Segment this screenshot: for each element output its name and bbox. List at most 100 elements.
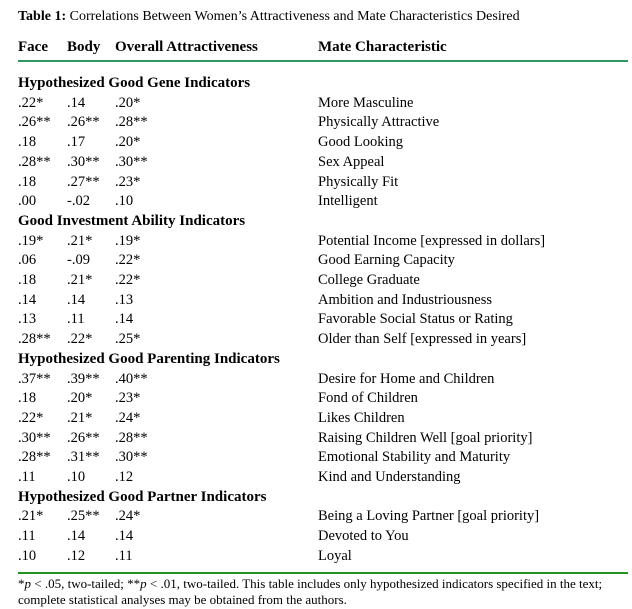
- mate-characteristic-value: Intelligent: [318, 193, 378, 210]
- body-value: -.02: [67, 193, 90, 210]
- mate-characteristic-value: More Masculine: [318, 94, 414, 111]
- overall-value: .19*: [115, 232, 141, 249]
- mate-characteristic-value: Devoted to You: [318, 528, 409, 545]
- table-caption: Correlations Between Women’s Attractiven…: [69, 9, 520, 24]
- face-value: .14: [18, 291, 37, 308]
- mate-characteristic-value: Desire for Home and Children: [318, 370, 495, 387]
- body-value: .21*: [67, 272, 93, 289]
- table-row: .13 .11 .14 Favorable Social Status or R…: [18, 310, 628, 330]
- face-value: .26**: [18, 114, 51, 131]
- table-body: Hypothesized Good Gene Indicators .22* .…: [18, 74, 628, 567]
- overall-value: .22*: [115, 252, 141, 269]
- table-number-label: Table 1:: [18, 9, 67, 24]
- table-section-good-gene: Hypothesized Good Gene Indicators .22* .…: [18, 74, 628, 212]
- face-value: .18: [18, 134, 37, 151]
- footnote-text: < .05, two-tailed; **: [31, 575, 141, 591]
- face-value: .18: [18, 173, 37, 190]
- face-value: .19*: [18, 232, 44, 249]
- table-row: .19* .21* .19* Potential Income [express…: [18, 232, 628, 252]
- body-value: .21*: [67, 409, 93, 426]
- overall-value: .23*: [115, 173, 141, 190]
- face-value: .37**: [18, 370, 51, 387]
- body-value: .25**: [67, 508, 100, 525]
- mate-characteristic-value: Loyal: [318, 547, 352, 564]
- table-row: .18 .20* .23* Fond of Children: [18, 389, 628, 409]
- col-header-face: Face: [18, 39, 48, 55]
- table-section-good-investment: Good Investment Ability Indicators .19* …: [18, 212, 628, 350]
- face-value: .00: [18, 193, 37, 210]
- face-value: .18: [18, 272, 37, 289]
- mate-characteristic-value: Sex Appeal: [318, 153, 385, 170]
- section-header: Hypothesized Good Parenting Indicators: [18, 350, 280, 367]
- mate-characteristic-value: Ambition and Industriousness: [318, 291, 492, 308]
- face-value: .13: [18, 311, 37, 328]
- body-value: .17: [67, 134, 86, 151]
- overall-value: .11: [115, 547, 133, 564]
- mate-characteristic-value: Physically Attractive: [318, 114, 440, 131]
- table-row: .28** .30** .30** Sex Appeal: [18, 153, 628, 173]
- face-value: .28**: [18, 449, 51, 466]
- table-row: .22* .21* .24* Likes Children: [18, 409, 628, 429]
- col-header-body: Body: [67, 39, 101, 55]
- overall-value: .10: [115, 193, 134, 210]
- table-row: .22* .14 .20* More Masculine: [18, 94, 628, 114]
- mate-characteristic-value: Older than Self [expressed in years]: [318, 331, 527, 348]
- mate-characteristic-value: Good Looking: [318, 134, 403, 151]
- table-row: .06 -.09 .22* Good Earning Capacity: [18, 251, 628, 271]
- mate-characteristic-value: Physically Fit: [318, 173, 399, 190]
- footnote-divider: [18, 571, 628, 574]
- body-value: .22*: [67, 331, 93, 348]
- face-value: .28**: [18, 153, 51, 170]
- table-content: Table 1: Correlations Between Women’s At…: [18, 8, 628, 609]
- body-value: .14: [67, 291, 86, 308]
- mate-characteristic-value: Fond of Children: [318, 390, 418, 407]
- body-value: .26**: [67, 429, 100, 446]
- body-value: .26**: [67, 114, 100, 131]
- table-row: .37** .39** .40** Desire for Home and Ch…: [18, 370, 628, 390]
- section-header: Good Investment Ability Indicators: [18, 212, 246, 229]
- overall-value: .14: [115, 528, 134, 545]
- footnote-asterisk: *: [18, 575, 25, 591]
- face-value: .22*: [18, 94, 44, 111]
- body-value: .31**: [67, 449, 100, 466]
- body-value: .30**: [67, 153, 100, 170]
- mate-characteristic-value: Kind and Understanding: [318, 469, 461, 486]
- face-value: .28**: [18, 331, 51, 348]
- overall-value: .20*: [115, 134, 141, 151]
- col-header-overall-attractiveness: Overall Attractiveness: [115, 39, 258, 55]
- table-row: .11 .14 .14 Devoted to You: [18, 527, 628, 547]
- table-row: .18 .21* .22* College Graduate: [18, 271, 628, 291]
- face-value: .18: [18, 390, 37, 407]
- face-value: .10: [18, 547, 37, 564]
- face-value: .21*: [18, 508, 44, 525]
- col-header-mate-characteristic: Mate Characteristic: [318, 39, 447, 55]
- footnote-p-italic: p: [24, 575, 32, 591]
- overall-value: .12: [115, 469, 134, 486]
- body-value: .39**: [67, 370, 100, 387]
- column-header-row: Face Body Overall Attractiveness Mate Ch…: [18, 39, 628, 62]
- mate-characteristic-value: Raising Children Well [goal priority]: [318, 429, 533, 446]
- overall-value: .25*: [115, 331, 141, 348]
- body-value: .12: [67, 547, 86, 564]
- face-value: .11: [18, 528, 36, 545]
- footnote-text: < .01, two-tailed. This table includes o…: [18, 575, 603, 608]
- overall-value: .20*: [115, 94, 141, 111]
- table-footnote: *p < .05, two-tailed; **p < .01, two-tai…: [18, 576, 628, 609]
- table-row: .26** .26** .28** Physically Attractive: [18, 113, 628, 133]
- face-value: .06: [18, 252, 37, 269]
- overall-value: .24*: [115, 409, 141, 426]
- table-row: .18 .17 .20* Good Looking: [18, 133, 628, 153]
- mate-characteristic-value: Good Earning Capacity: [318, 252, 455, 269]
- table-section-good-partner: Hypothesized Good Partner Indicators .21…: [18, 488, 628, 567]
- mate-characteristic-value: Potential Income [expressed in dollars]: [318, 232, 546, 249]
- table-row: .30** .26** .28** Raising Children Well …: [18, 429, 628, 449]
- overall-value: .28**: [115, 114, 148, 131]
- table-row: .14 .14 .13 Ambition and Industriousness: [18, 291, 628, 311]
- overall-value: .23*: [115, 390, 141, 407]
- mate-characteristic-value: Emotional Stability and Maturity: [318, 449, 511, 466]
- overall-value: .22*: [115, 272, 141, 289]
- body-value: .10: [67, 469, 86, 486]
- section-header: Hypothesized Good Gene Indicators: [18, 75, 251, 91]
- table-row: .18 .27** .23* Physically Fit: [18, 173, 628, 193]
